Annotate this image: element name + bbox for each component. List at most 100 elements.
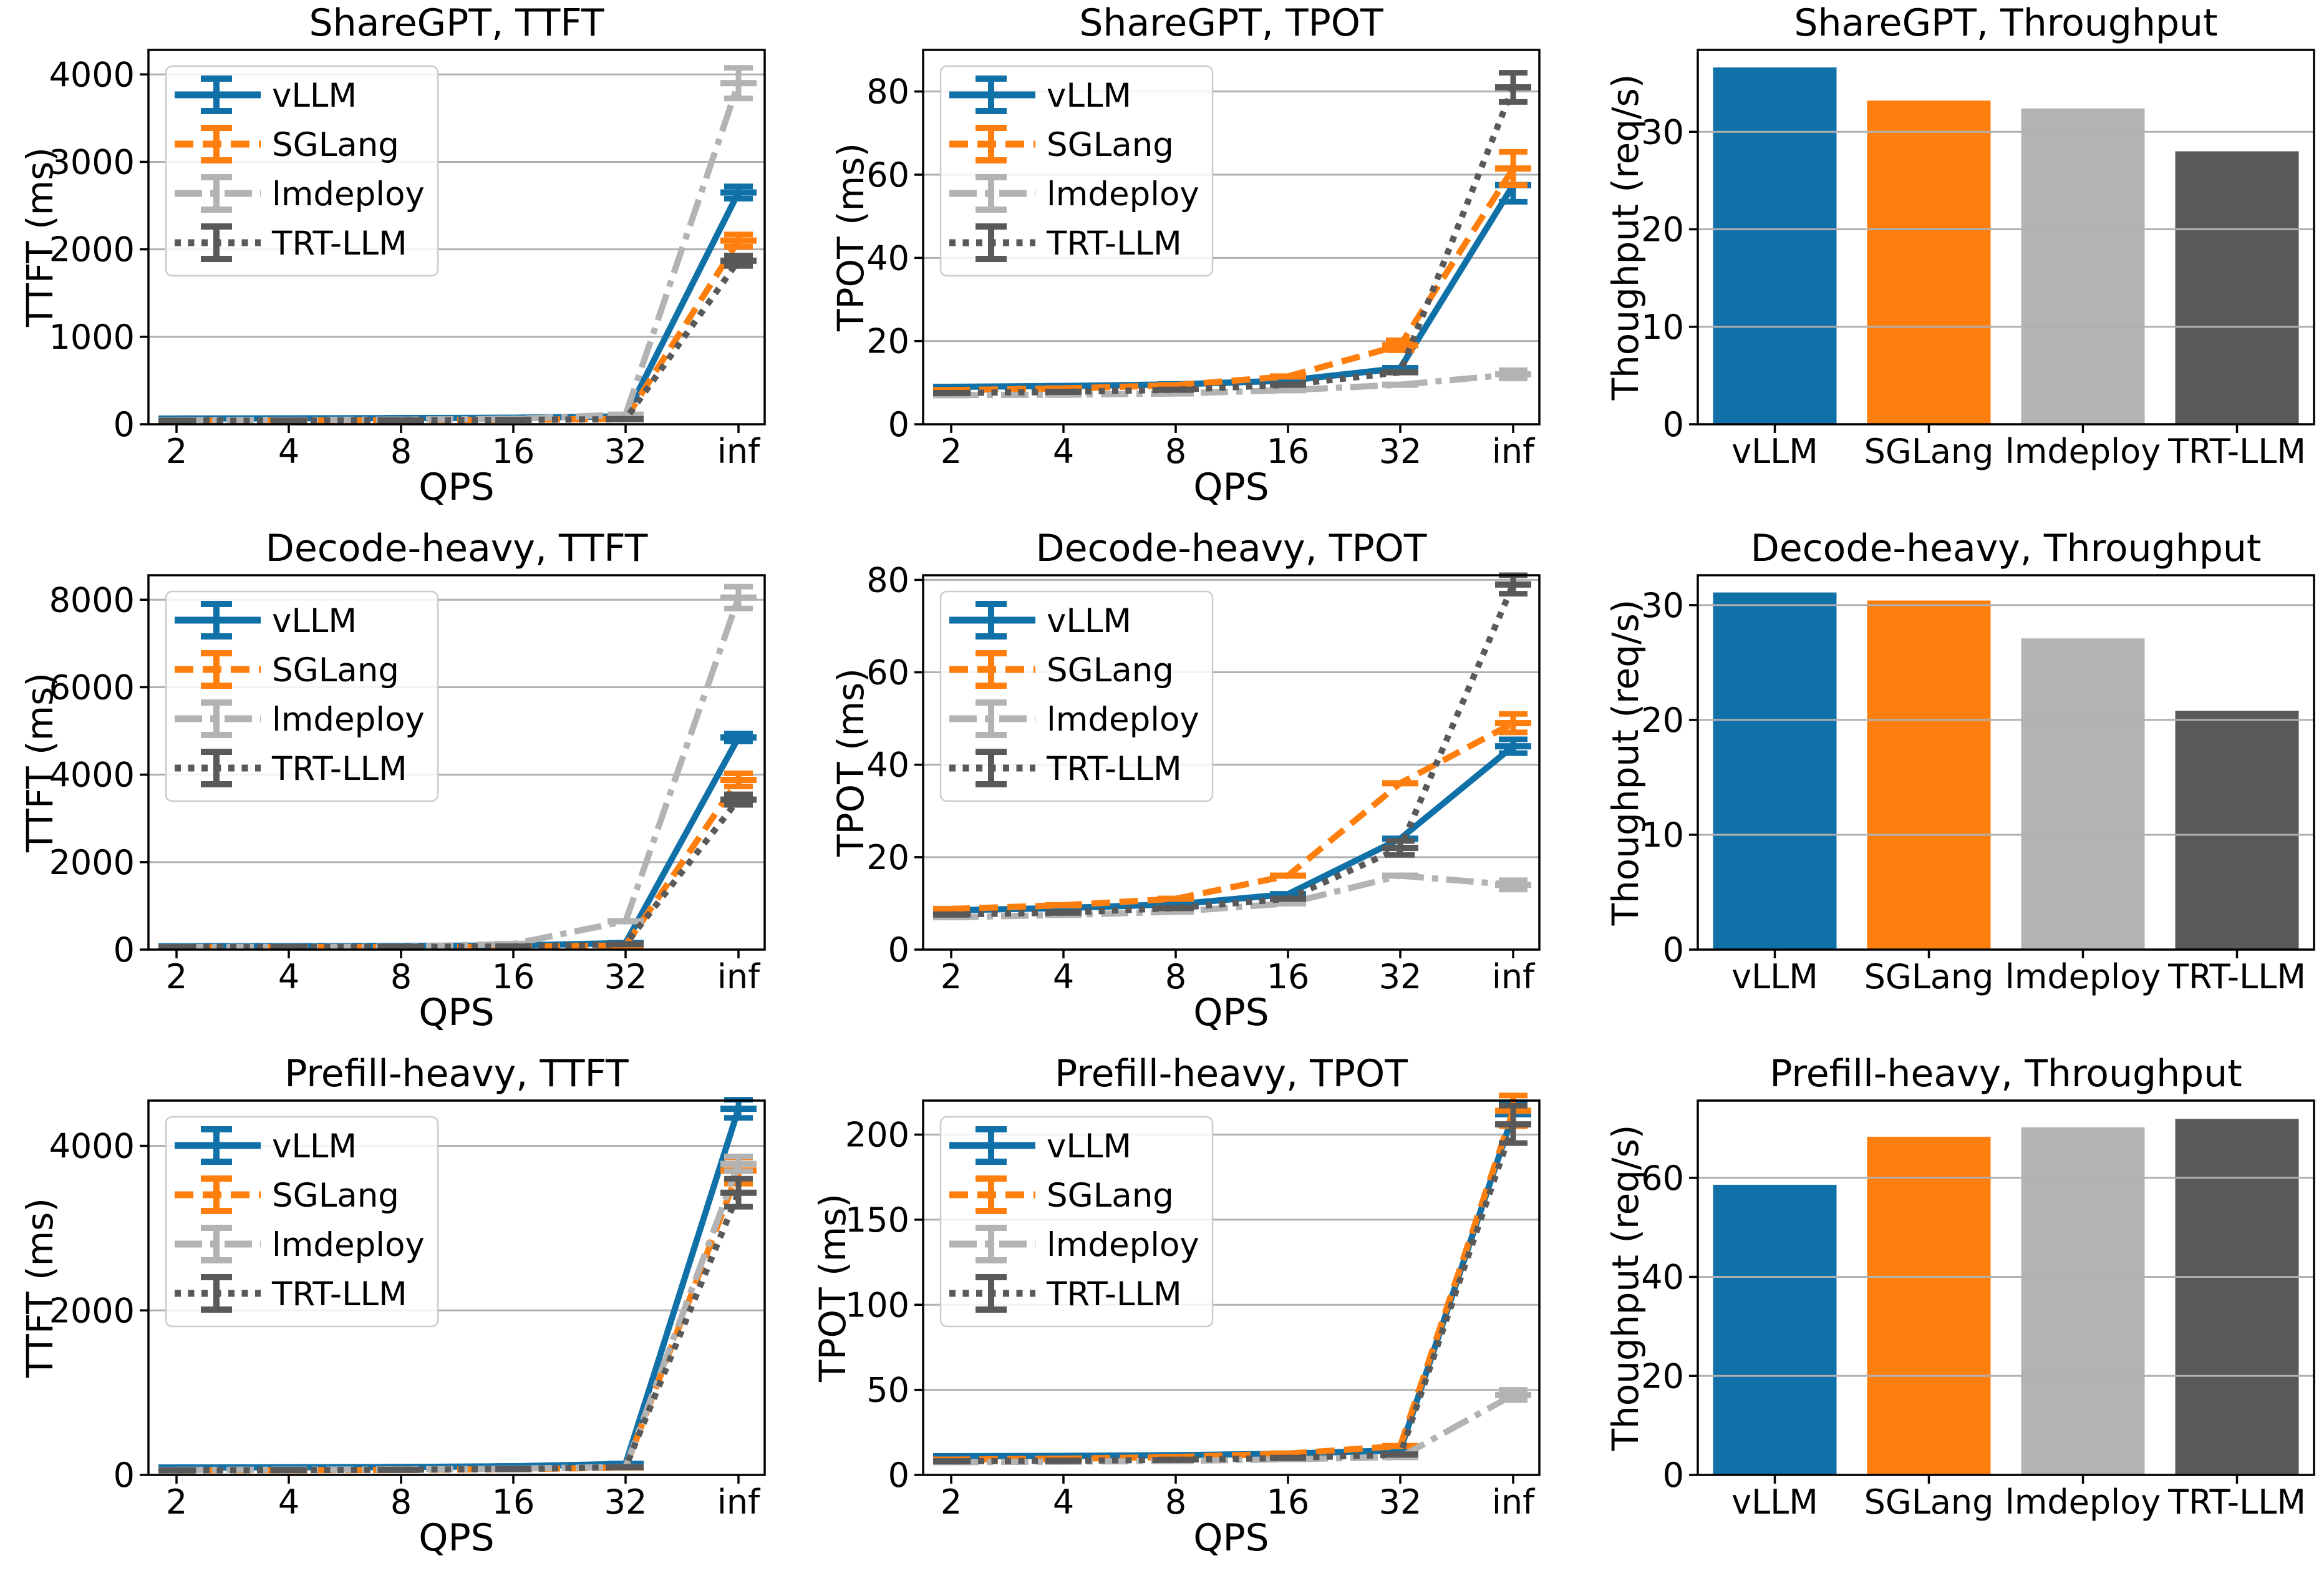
x-tick-label: 8: [390, 432, 412, 471]
subplot-decode-heavy-throughput: Decode-heavy, Throughput Thoughput (req/…: [1549, 525, 2324, 1051]
bar-SGLang: [1867, 100, 1991, 424]
x-axis-label: QPS: [419, 991, 495, 1034]
y-tick-label: 150: [845, 1200, 909, 1240]
legend-label: vLLM: [272, 602, 357, 640]
x-tick-label: SGLang: [1864, 1482, 1994, 1522]
chart-title: Decode-heavy, TPOT: [1035, 527, 1427, 570]
axes-frame: [147, 1099, 766, 1476]
y-tick-label: 1000: [49, 318, 135, 357]
x-tick-label: 4: [1053, 957, 1074, 996]
legend-box: [165, 65, 439, 277]
chart-title: ShareGPT, Throughput: [1794, 1, 2218, 45]
y-tick-label: 20: [1641, 701, 1684, 740]
bar-TRT-LLM: [2175, 151, 2299, 424]
axes-frame: [1697, 49, 2315, 426]
x-tick-label: 8: [1165, 957, 1186, 996]
axes-frame: [922, 1099, 1541, 1476]
x-tick-label: SGLang: [1864, 432, 1994, 471]
series-line-TRT-LLM: [176, 258, 742, 424]
legend-label: lmdeploy: [272, 1226, 425, 1264]
x-axis-label: QPS: [1193, 1516, 1269, 1560]
subplot-sharegpt-tpot: ShareGPT, TPOT TPOT (ms) QPS 2 4 8 16 32 inf 0…: [775, 0, 1549, 525]
x-tick-label: TRT-LLM: [2167, 957, 2306, 996]
x-tick-label: 16: [492, 957, 535, 996]
subplot-prefill-heavy-ttft: Prefill-heavy, TTFT TTFT (ms) QPS 2 4 8 16 3…: [0, 1051, 775, 1575]
chart-title: ShareGPT, TPOT: [1079, 1, 1383, 45]
x-tick-label: lmdeploy: [2005, 432, 2161, 471]
x-tick-label: 2: [941, 432, 962, 471]
y-tick-label: 4000: [49, 1127, 135, 1166]
series-line-lmdeploy: [951, 1392, 1515, 1466]
plot-area: vLLM SGLang lmdeploy TRT-LLM 0 10 20 30: [1641, 574, 2315, 996]
subplot-prefill-heavy-throughput: Prefill-heavy, Throughput Thoughput (req…: [1549, 1051, 2324, 1575]
y-tick-label: 60: [866, 155, 909, 195]
x-tick-label: 8: [1165, 1482, 1186, 1522]
plot-area: 2 4 8 16 32 inf 0 2000 4000 vLLM SGLang lmdeploy TRT…: [49, 1097, 766, 1522]
y-tick-label: 200: [845, 1116, 909, 1155]
bar-SGLang: [1867, 1136, 1991, 1475]
axes-frame: [922, 49, 1541, 426]
subplot-decode-heavy-tpot: Decode-heavy, TPOT TPOT (ms) QPS 2 4 8 16 32…: [775, 525, 1549, 1051]
x-tick-label: 4: [1053, 1482, 1074, 1522]
legend-label: lmdeploy: [272, 175, 425, 213]
bar-vLLM: [1713, 1184, 1837, 1475]
series-line-lmdeploy: [951, 371, 1514, 399]
axes-frame: [147, 49, 766, 426]
legend-box: [939, 1116, 1214, 1328]
legend-label: SGLang: [272, 126, 399, 164]
x-tick-label: 2: [166, 1482, 187, 1522]
legend-label: vLLM: [272, 77, 357, 115]
plot-area: 2 4 8 16 32 inf 0 20 40 60 80 vLLM SGLang lmdeploy TRT…: [866, 560, 1541, 996]
y-tick-label: 20: [866, 838, 909, 877]
x-tick-label: 4: [278, 957, 299, 996]
y-tick-label: 100: [845, 1285, 909, 1325]
y-tick-label: 0: [114, 930, 135, 970]
bar-lmdeploy: [2021, 638, 2145, 950]
y-tick-label: 10: [1641, 308, 1684, 347]
x-axis-label: QPS: [419, 465, 495, 509]
x-tick-label: 16: [1267, 432, 1310, 471]
x-axis-label: QPS: [1193, 991, 1269, 1034]
x-tick-label: 32: [604, 957, 647, 996]
axes-frame: [922, 574, 1541, 951]
legend-label: vLLM: [1047, 602, 1131, 640]
legend-label: lmdeploy: [272, 701, 425, 739]
plot-area: vLLM SGLang lmdeploy TRT-LLM 0 20 40 60: [1641, 1099, 2315, 1522]
series-line-SGLang: [951, 167, 1516, 394]
series-line-TRT-LLM: [176, 1191, 742, 1474]
x-tick-label: 16: [1267, 1482, 1310, 1522]
series-line-SGLang: [951, 1109, 1516, 1463]
x-tick-label: lmdeploy: [2005, 957, 2161, 996]
y-tick-label: 0: [1663, 1456, 1684, 1495]
legend-label: SGLang: [1047, 651, 1174, 689]
legend-label: TRT-LLM: [271, 750, 407, 788]
y-tick-label: 2000: [49, 1291, 135, 1330]
chart-title: ShareGPT, TTFT: [309, 1, 604, 45]
y-tick-label: 40: [1641, 1258, 1684, 1297]
y-tick-label: 20: [866, 322, 909, 361]
x-tick-label: inf: [1492, 957, 1536, 996]
x-tick-label: 32: [1379, 1482, 1422, 1522]
x-tick-label: 8: [1165, 432, 1186, 471]
plot-area: 2 4 8 16 32 inf 0 1000 2000 3000 4000 vLLM SGLang lmd…: [49, 49, 766, 471]
y-tick-label: 0: [888, 1456, 909, 1495]
x-tick-label: TRT-LLM: [2167, 1482, 2306, 1522]
x-tick-label: 2: [941, 957, 962, 996]
bar-lmdeploy: [2021, 1127, 2145, 1475]
x-tick-label: 2: [166, 957, 187, 996]
x-tick-label: 32: [604, 1482, 647, 1522]
legend-label: TRT-LLM: [1046, 750, 1182, 788]
y-tick-label: 10: [1641, 815, 1684, 855]
series-line-SGLang: [951, 720, 1515, 912]
legend-box: [165, 590, 439, 802]
y-tick-label: 0: [114, 405, 135, 444]
x-tick-label: lmdeploy: [2005, 1482, 2161, 1522]
series-line-TRT-LLM: [951, 86, 1516, 396]
plot-area: 2 4 8 16 32 inf 0 20 40 60 80 vLLM SGLang lmdeploy TRT…: [866, 49, 1541, 471]
y-tick-label: 3000: [49, 142, 135, 182]
legend-label: TRT-LLM: [271, 1275, 407, 1313]
plot-area: 2 4 8 16 32 inf 0 50 100 150 200 vLLM SGLang lmdeploy…: [845, 1092, 1541, 1522]
x-tick-label: vLLM: [1731, 1482, 1818, 1522]
x-tick-label: 16: [492, 432, 535, 471]
legend-label: TRT-LLM: [271, 225, 407, 263]
